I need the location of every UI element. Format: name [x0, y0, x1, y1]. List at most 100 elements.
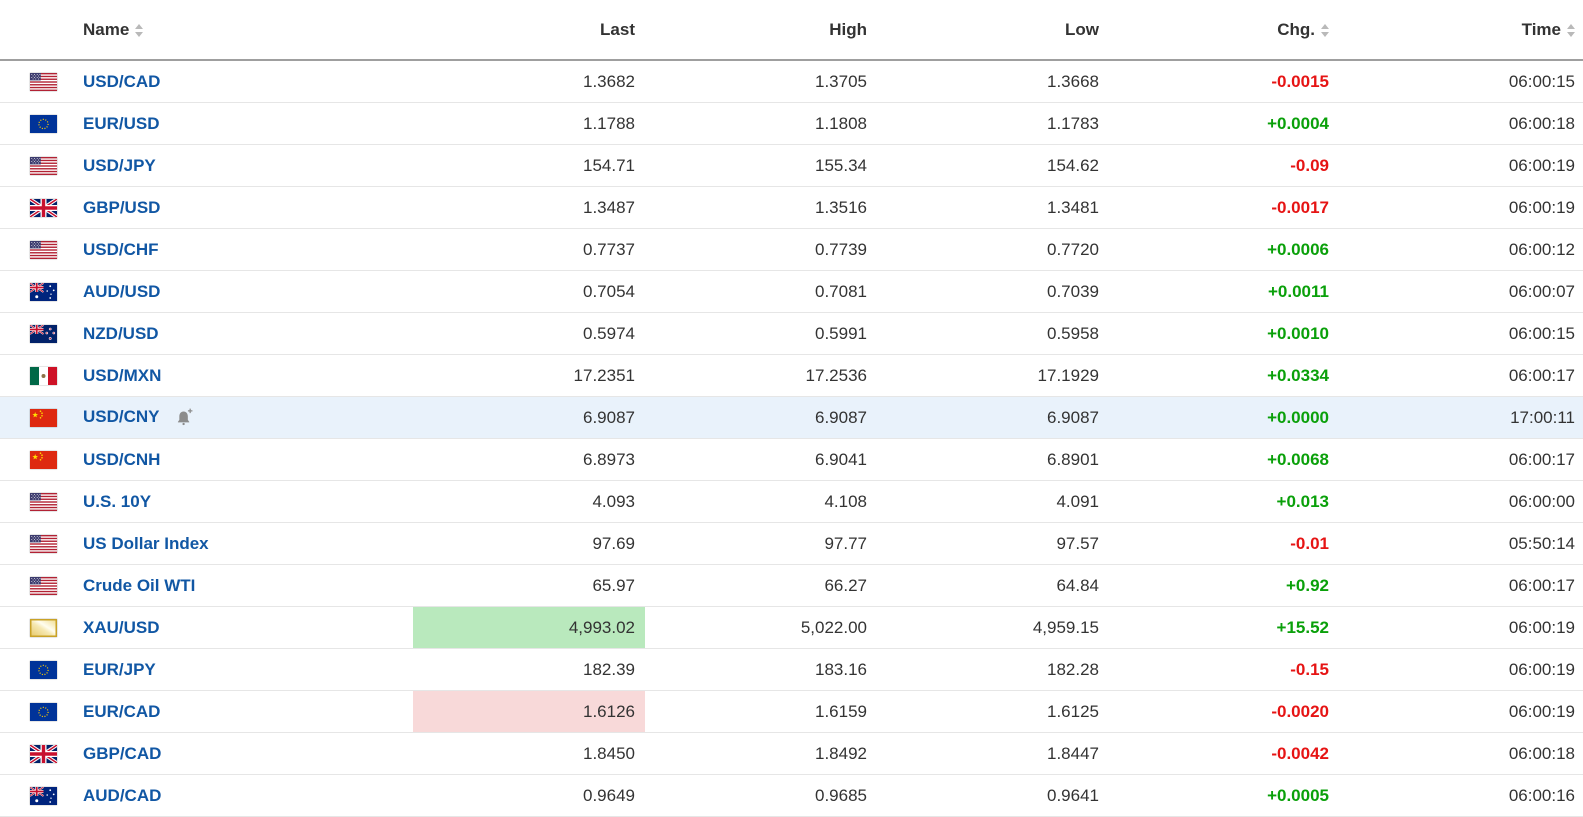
table-row: EUR/JPY 182.39 183.16 182.28 -0.15 06:00… [0, 648, 1583, 691]
name-cell: USD/CNH [0, 438, 413, 481]
last-cell: 4.093 [413, 480, 645, 523]
column-header-time[interactable]: Time [1341, 0, 1583, 61]
high-cell: 17.2536 [645, 354, 877, 397]
pair-link[interactable]: Crude Oil WTI [83, 575, 196, 595]
pair-link[interactable]: USD/CNY [83, 407, 160, 427]
last-cell: 1.1788 [413, 102, 645, 145]
high-cell: 0.7739 [645, 228, 877, 271]
pair-link[interactable]: EUR/CAD [83, 701, 161, 721]
pair-link[interactable]: USD/JPY [83, 155, 156, 175]
last-cell: 65.97 [413, 564, 645, 607]
last-cell: 1.8450 [413, 732, 645, 775]
time-cell: 06:00:12 [1341, 228, 1583, 271]
table-row: NZD/USD 0.5974 0.5991 0.5958 +0.0010 06:… [0, 312, 1583, 355]
name-cell: USD/JPY [0, 144, 413, 187]
name-cell: EUR/JPY [0, 648, 413, 691]
mx-flag-icon [30, 367, 57, 386]
us-flag-icon [30, 241, 57, 260]
low-cell: 4.091 [877, 480, 1109, 523]
column-header-name-label: Name [83, 19, 130, 39]
high-cell: 1.3516 [645, 186, 877, 229]
gold-flag-icon [30, 619, 57, 638]
cn-flag-icon [30, 451, 57, 470]
time-cell: 06:00:18 [1341, 102, 1583, 145]
low-cell: 154.62 [877, 144, 1109, 187]
pair-link[interactable]: AUD/USD [83, 281, 161, 301]
table-row: EUR/USD 1.1788 1.1808 1.1783 +0.0004 06:… [0, 102, 1583, 145]
pair-link[interactable]: USD/MXN [83, 365, 162, 385]
name-cell: XAU/USD [0, 606, 413, 649]
time-cell: 05:50:14 [1341, 522, 1583, 565]
column-header-last[interactable]: Last [413, 0, 645, 61]
low-cell: 6.8901 [877, 438, 1109, 481]
high-cell: 155.34 [645, 144, 877, 187]
name-cell: USD/CNY [0, 396, 413, 439]
name-cell: EUR/CAD [0, 690, 413, 733]
time-cell: 06:00:17 [1341, 354, 1583, 397]
chg-cell: -0.0020 [1109, 690, 1341, 733]
chg-cell: +0.0011 [1109, 270, 1341, 313]
sort-icon[interactable] [135, 23, 144, 37]
column-header-high[interactable]: High [645, 0, 877, 61]
high-cell: 97.77 [645, 522, 877, 565]
pair-link[interactable]: NZD/USD [83, 323, 159, 343]
pair-link[interactable]: EUR/JPY [83, 659, 156, 679]
column-header-chg[interactable]: Chg. [1109, 0, 1341, 61]
low-cell: 1.8447 [877, 732, 1109, 775]
us-flag-icon [30, 535, 57, 554]
gb-flag-icon [30, 745, 57, 764]
chg-cell: +0.0000 [1109, 396, 1341, 439]
last-cell: 0.5974 [413, 312, 645, 355]
eu-flag-icon [30, 703, 57, 722]
last-cell: 0.7737 [413, 228, 645, 271]
sort-icon[interactable] [1567, 23, 1575, 37]
column-header-low[interactable]: Low [877, 0, 1109, 61]
pair-link[interactable]: USD/CNH [83, 449, 161, 469]
high-cell: 1.3705 [645, 60, 877, 103]
last-cell: 97.69 [413, 522, 645, 565]
chg-cell: +0.92 [1109, 564, 1341, 607]
high-cell: 1.1808 [645, 102, 877, 145]
chg-cell: -0.0017 [1109, 186, 1341, 229]
column-header-time-label: Time [1521, 19, 1561, 39]
pair-link[interactable]: USD/CAD [83, 71, 161, 91]
low-cell: 1.3481 [877, 186, 1109, 229]
add-alert-bell-icon[interactable] [174, 408, 194, 428]
low-cell: 1.6125 [877, 690, 1109, 733]
table-row: USD/CAD 1.3682 1.3705 1.3668 -0.0015 06:… [0, 60, 1583, 103]
pair-link[interactable]: GBP/USD [83, 197, 161, 217]
chg-cell: -0.0015 [1109, 60, 1341, 103]
sort-icon[interactable] [1321, 23, 1329, 37]
high-cell: 0.7081 [645, 270, 877, 313]
low-cell: 97.57 [877, 522, 1109, 565]
time-cell: 06:00:18 [1341, 732, 1583, 775]
pair-link[interactable]: EUR/USD [83, 113, 160, 133]
pair-link[interactable]: AUD/CAD [83, 785, 162, 805]
high-cell: 6.9087 [645, 396, 877, 439]
low-cell: 0.7039 [877, 270, 1109, 313]
name-cell: USD/MXN [0, 354, 413, 397]
pair-link[interactable]: US Dollar Index [83, 533, 209, 553]
au-flag-icon [30, 787, 57, 806]
pair-link[interactable]: GBP/CAD [83, 743, 162, 763]
chg-cell: +15.52 [1109, 606, 1341, 649]
low-cell: 4,959.15 [877, 606, 1109, 649]
column-header-name[interactable]: Name [0, 0, 413, 61]
low-cell: 1.3668 [877, 60, 1109, 103]
pair-link[interactable]: XAU/USD [83, 617, 160, 637]
pair-link[interactable]: U.S. 10Y [83, 491, 152, 511]
name-cell: USD/CAD [0, 60, 413, 103]
column-header-high-label: High [829, 19, 867, 39]
high-cell: 1.8492 [645, 732, 877, 775]
name-cell: NZD/USD [0, 312, 413, 355]
time-cell: 06:00:15 [1341, 60, 1583, 103]
table-row: GBP/CAD 1.8450 1.8492 1.8447 -0.0042 06:… [0, 732, 1583, 775]
last-cell: 1.3487 [413, 186, 645, 229]
pair-link[interactable]: USD/CHF [83, 239, 159, 259]
table-row: USD/CNH 6.8973 6.9041 6.8901 +0.0068 06:… [0, 438, 1583, 481]
eu-flag-icon [30, 115, 57, 134]
last-cell: 0.7054 [413, 270, 645, 313]
high-cell: 183.16 [645, 648, 877, 691]
column-header-chg-label: Chg. [1277, 19, 1315, 39]
last-cell: 1.3682 [413, 60, 645, 103]
